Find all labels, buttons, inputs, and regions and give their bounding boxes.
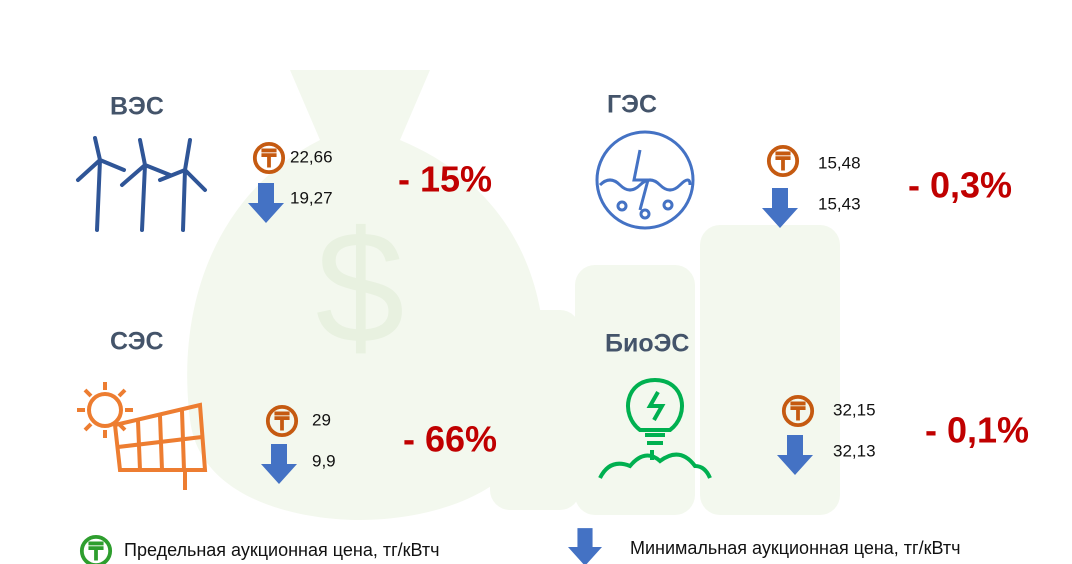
svg-text:$: $: [316, 197, 405, 376]
panel-title: СЭС: [110, 328, 164, 356]
min-price: 19,27: [290, 188, 333, 207]
panel-title: ГЭС: [607, 91, 657, 119]
max-price: 22,66: [290, 147, 333, 166]
legend-min-icon: [568, 528, 602, 564]
bio-icon: [598, 377, 712, 479]
min-price-icon: [762, 188, 798, 228]
min-price: 15,43: [818, 194, 861, 213]
legend-max-label: Предельная аукционная цена, тг/кВтч: [124, 540, 440, 560]
price-change: - 66%: [403, 419, 497, 460]
price-change: - 15%: [398, 159, 492, 200]
hydro-icon: [595, 130, 695, 230]
legend-min-label: Минимальная аукционная цена, тг/кВтч: [630, 538, 961, 558]
max-price: 29: [312, 410, 331, 429]
min-price: 9,9: [312, 451, 336, 470]
wind-icon: [76, 136, 207, 232]
panel-title: БиоЭС: [605, 330, 689, 358]
legend-max-icon: [79, 534, 113, 564]
max-price-icon: [252, 141, 286, 175]
panel-title: ВЭС: [110, 93, 164, 121]
price-change: - 0,1%: [925, 410, 1029, 451]
max-price: 15,48: [818, 153, 861, 172]
solar-icon: [77, 382, 208, 490]
max-price: 32,15: [833, 400, 876, 419]
min-price: 32,13: [833, 441, 876, 460]
max-price-icon: [766, 144, 800, 178]
price-change: - 0,3%: [908, 165, 1012, 206]
